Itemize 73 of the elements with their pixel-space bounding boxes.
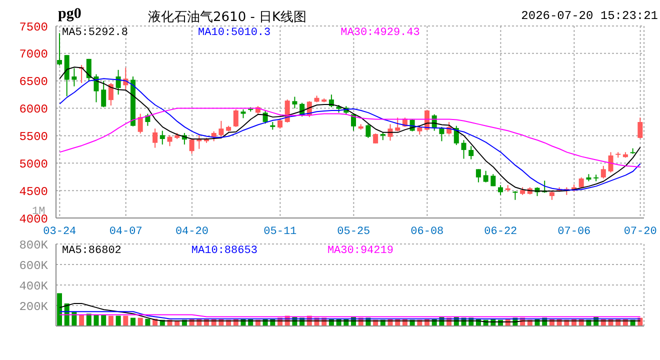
- candlestick: [373, 133, 378, 144]
- x-tick-label: 05-11: [264, 226, 298, 238]
- y-tick-label: 600K: [19, 258, 49, 273]
- candlestick: [108, 82, 114, 106]
- candlestick: [278, 118, 282, 130]
- candlestick: [476, 168, 481, 183]
- x-tick-label: 04-20: [175, 226, 208, 238]
- candlestick: [498, 184, 503, 196]
- candlestick: [211, 130, 216, 142]
- candlestick: [189, 138, 194, 154]
- candlestick: [101, 80, 106, 108]
- candlestick: [638, 117, 643, 139]
- candlestick: [454, 125, 459, 146]
- bar: [123, 316, 128, 326]
- candlestick: [395, 117, 400, 132]
- candlestick: [439, 126, 444, 142]
- y-tick-label: 400K: [19, 279, 49, 294]
- y-tick-label: 7000: [19, 48, 48, 62]
- text: 2026-07-20 15:23:21: [521, 9, 658, 23]
- bar: [101, 314, 106, 326]
- text: MA10:5010.3: [198, 27, 271, 39]
- candlestick: [366, 124, 371, 138]
- bar: [57, 293, 62, 326]
- y-tick-label: 200K: [19, 300, 49, 314]
- candlestick: [388, 124, 393, 142]
- text: MA30:4929.43: [340, 27, 420, 39]
- y-tick-label: 4500: [19, 184, 48, 199]
- candlestick: [468, 146, 474, 160]
- bar: [116, 316, 121, 326]
- candlestick: [138, 113, 143, 134]
- x-tick-label: 05-25: [337, 226, 370, 238]
- bar: [79, 314, 84, 326]
- candlestick: [57, 32, 62, 66]
- candlestick: [218, 120, 224, 138]
- text: MA10:88653: [191, 245, 258, 257]
- line-series: [59, 302, 641, 322]
- candlestick: [549, 190, 554, 200]
- candlestick: [152, 128, 158, 148]
- x-tick-label: 07-06: [558, 226, 591, 238]
- candlestick: [490, 174, 496, 187]
- candlestick: [483, 170, 488, 183]
- x-tick-label: 07-20: [624, 226, 657, 238]
- candlestick: [600, 165, 606, 180]
- bar: [108, 316, 114, 326]
- candlestick: [167, 134, 172, 147]
- y-tick-label: 800K: [19, 238, 49, 252]
- x-tick-label: 03-24: [43, 226, 77, 238]
- candlestick: [461, 140, 466, 160]
- candlestick: [196, 134, 202, 150]
- x-tick-label: 06-22: [484, 226, 518, 238]
- chart-title: 液化石油气2610 - 日K线图: [148, 9, 307, 26]
- text: MA5:86802: [62, 245, 122, 257]
- candlestick: [116, 69, 121, 96]
- candlestick: [160, 130, 165, 145]
- candlestick: [233, 108, 238, 128]
- bar: [138, 318, 143, 326]
- chart-subtitle: pg0: [58, 6, 82, 23]
- bar: [94, 314, 99, 326]
- text: MA30:94219: [327, 245, 394, 257]
- bar: [145, 318, 150, 326]
- candlestick: [608, 152, 614, 173]
- text: MA5:5292.8: [62, 27, 128, 39]
- candlestick: [292, 96, 298, 109]
- y-tick-label: 6500: [19, 75, 48, 90]
- y-tick-label: 7500: [19, 20, 48, 34]
- y-tick-label: 5500: [19, 130, 48, 144]
- y-tick-label: 6000: [19, 102, 48, 117]
- line-series: [59, 311, 641, 320]
- y-tick-label: 5000: [19, 157, 48, 172]
- bar: [130, 318, 136, 326]
- x-tick-label: 04-07: [109, 226, 142, 238]
- x-tick-label: 06-08: [410, 226, 444, 238]
- candlestick: [72, 68, 77, 87]
